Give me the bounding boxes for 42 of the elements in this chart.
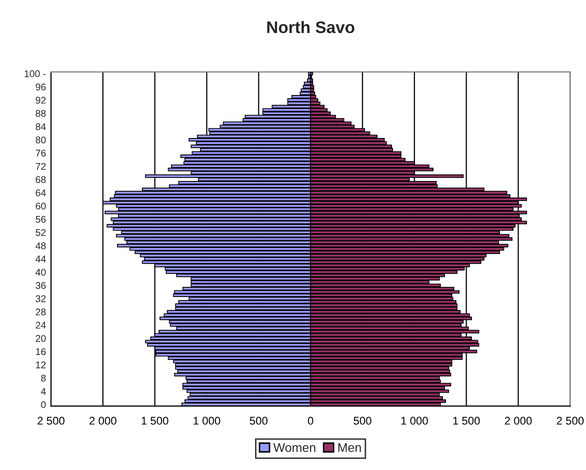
x-tick-label: 1 500 (453, 416, 480, 425)
y-tick-label: 8 (41, 374, 46, 382)
y-tick-label: 92 (36, 96, 46, 104)
y-tick-label: 72 (36, 162, 46, 170)
x-tick-label: 1 500 (142, 416, 168, 425)
bar (310, 72, 314, 76)
bar (310, 78, 314, 82)
y-tick-label: 84 (36, 123, 46, 130)
y-tick-label: 20 (36, 334, 46, 342)
legend-label: Women (273, 443, 316, 452)
x-tick-label: 500 (354, 416, 372, 425)
y-tick-label: 28 (36, 308, 46, 316)
y-tick-label: 48 (36, 242, 46, 250)
x-tick-label: 0 (308, 416, 314, 425)
y-tick-label: 40 (36, 268, 46, 276)
x-tick-label: 2 000 (90, 416, 116, 425)
y-tick-label: 36 (36, 282, 46, 289)
y-tick-label: 80 (36, 136, 46, 144)
y-tick-label: 12 (36, 361, 46, 368)
y-tick-label: 88 (36, 110, 46, 117)
x-tick-label: 2 000 (504, 416, 532, 425)
y-tick-label: 4 (40, 388, 46, 395)
y-tick-label: 64 (36, 189, 46, 196)
y-tick-label: 44 (36, 256, 46, 262)
y-tick-label: 24 (36, 322, 46, 329)
x-tick-label: 1 000 (194, 416, 220, 425)
chart-title: North Savo (267, 20, 354, 34)
x-tick-label: 2 500 (556, 416, 584, 425)
y-tick-label: 16 (36, 348, 46, 356)
legend-label: Men (338, 443, 361, 452)
y-tick-label: 60 (36, 202, 46, 210)
y-tick-label: 32 (36, 295, 46, 302)
x-tick-label: 1 000 (401, 416, 428, 425)
y-tick-label: 76 (36, 150, 46, 157)
y-tick-label: 68 (36, 176, 46, 184)
y-tick-label: 96 (36, 84, 46, 90)
y-tick-label: 52 (36, 229, 46, 236)
y-tick-label: 100 - (24, 70, 46, 78)
x-tick-label: 500 (250, 416, 268, 425)
x-tick-label: 2 500 (38, 416, 64, 425)
y-tick-label: 0 (41, 401, 46, 408)
y-tick-label: 56 (36, 216, 46, 223)
